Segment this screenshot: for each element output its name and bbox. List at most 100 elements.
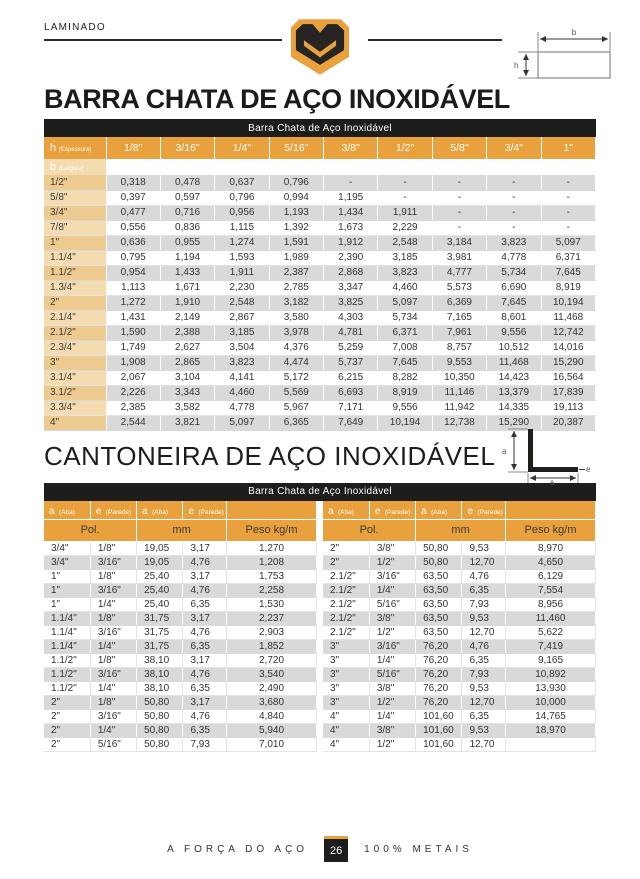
weight-cell: 2,226: [106, 385, 161, 401]
weight-cell: 4,778: [214, 400, 270, 416]
weight-cell: 0,954: [106, 265, 161, 281]
table-row: 3.3/4" 2,385 3,582 4,778 5,967 7,171 9,556 11,9…: [44, 400, 596, 416]
dimension-cell: 63,50: [415, 569, 463, 584]
angle-header-row-2: Pol. mm Peso kg/m: [323, 519, 596, 542]
weight-cell: 8,282: [377, 370, 433, 386]
weight-cell: 1,113: [106, 280, 161, 296]
b-value-cell: 3.1/4": [44, 370, 107, 386]
dimension-cell: 1.1/4": [44, 625, 91, 640]
h-espessura-header: h (Espessura): [44, 137, 107, 159]
weight-cell: 2,868: [323, 265, 379, 281]
col-header: 1/8": [106, 137, 161, 159]
angle-header-row-1: a (Aba) e (Parede) a (Aba) e (Parede): [44, 500, 317, 520]
weight-cell: 10,512: [486, 340, 542, 356]
weight-cell: 7,645: [541, 265, 596, 281]
b-value-cell: 7/8": [44, 220, 107, 236]
dimension-cell: 9,53: [461, 681, 507, 696]
b-largura-header: b (Largura): [44, 159, 107, 175]
table-row: 2" 1/8" 50,80 3,17 3,680: [44, 695, 317, 710]
flat-diagram-h-label: h: [514, 61, 518, 70]
dimension-cell: 101,60: [415, 709, 463, 724]
weight-cell: 6,365: [269, 415, 325, 431]
angle-title-block: CANTONEIRA DE AÇO INOXIDÁVEL a a e: [44, 428, 596, 485]
weight-cell: 1,194: [160, 250, 216, 266]
weight-cell: 9,553: [432, 355, 488, 371]
weight-cell: 2,149: [160, 310, 216, 326]
table-row: 1.1/4" 1/4" 31,75 6,35 1,852: [44, 639, 317, 654]
weight-cell: 0,955: [160, 235, 216, 251]
weight-cell: 0,318: [106, 175, 161, 191]
weight-cell: -: [432, 190, 488, 206]
dimension-cell: 5/16": [90, 737, 138, 752]
weight-cell: 19,113: [541, 400, 596, 416]
dimension-cell: 38,10: [136, 667, 184, 682]
angle-table: Barra Chata de Aço Inoxidável a (Aba) e …: [44, 482, 596, 752]
weight-cell: 0,956: [214, 205, 270, 221]
dimension-cell: 4": [323, 737, 370, 752]
weight-cell: 2,229: [377, 220, 433, 236]
dimension-cell: 31,75: [136, 611, 184, 626]
peso-cell: 7,419: [505, 639, 596, 654]
weight-cell: 5,259: [323, 340, 379, 356]
dimension-cell: 12,70: [461, 695, 507, 710]
weight-cell: 2,627: [160, 340, 216, 356]
dimension-cell: 1/4": [90, 723, 138, 738]
table-row: 1" 0,636 0,955 1,274 1,591 1,912 2,548 3,184 3,8…: [44, 235, 596, 251]
weight-cell: 16,564: [541, 370, 596, 386]
weight-cell: 5,097: [541, 235, 596, 251]
weight-cell: 2,067: [106, 370, 161, 386]
b-value-cell: 1.1/4": [44, 250, 107, 266]
weight-cell: 0,994: [269, 190, 325, 206]
weight-cell: 0,716: [160, 205, 216, 221]
weight-cell: 0,796: [269, 175, 325, 191]
table-row: 3" 1,908 2,865 3,823 4,474 5,737 7,645 9,553 11,…: [44, 355, 596, 371]
dimension-cell: 2.1/2": [323, 583, 370, 598]
dimension-cell: 1/2": [369, 625, 417, 640]
dimension-cell: 2.1/2": [323, 597, 370, 612]
dimension-cell: 76,20: [415, 695, 463, 710]
page-header: LAMINADO b h: [0, 0, 640, 84]
flat-bar-table-body: b (Largura) 1/2" 0,318 0,478 0,637 0,796- - - -…: [44, 159, 596, 431]
weight-cell: 0,477: [106, 205, 161, 221]
dimension-cell: 12,70: [461, 737, 507, 752]
b-value-cell: 1": [44, 235, 107, 251]
dimension-cell: 1": [44, 597, 91, 612]
peso-cell: 3,540: [226, 667, 317, 682]
dimension-cell: 1/4": [369, 583, 417, 598]
weight-cell: 6,215: [323, 370, 379, 386]
angle-table-left-body: 3/4" 1/8" 19,05 3,17 1,270 3/4" 3/16" 19,05 4,76…: [44, 541, 317, 752]
table-row: 1/2" 0,318 0,478 0,637 0,796- - - - -: [44, 175, 596, 191]
weight-cell: -: [323, 175, 379, 191]
table-row: 2" 1,272 1,910 2,548 3,182 3,825 5,097 6,369 7,6…: [44, 295, 596, 311]
weight-cell: 1,910: [160, 295, 216, 311]
dimension-cell: 50,80: [136, 723, 184, 738]
weight-cell: 3,821: [160, 415, 216, 431]
table-row: 3" 3/16" 76,20 4,76 7,419: [323, 639, 596, 654]
angle-header-row-2: Pol. mm Peso kg/m: [44, 519, 317, 542]
weight-cell: 0,637: [214, 175, 270, 191]
dimension-cell: 1/4": [90, 597, 138, 612]
dimension-cell: 4": [323, 723, 370, 738]
weight-cell: 12,742: [541, 325, 596, 341]
dimension-cell: 3/8": [369, 611, 417, 626]
weight-cell: 4,777: [432, 265, 488, 281]
dimension-cell: 3,17: [182, 569, 228, 584]
weight-cell: 0,836: [160, 220, 216, 236]
table-row: 5/8" 0,397 0,597 0,796 0,994 1,195- - - -: [44, 190, 596, 206]
table-row: 3/4" 3/16" 19,05 4,76 1,208: [44, 555, 317, 570]
weight-cell: 1,989: [269, 250, 325, 266]
dimension-cell: 3/16": [369, 569, 417, 584]
section-label: LAMINADO: [44, 22, 106, 33]
dimension-cell: 25,40: [136, 569, 184, 584]
dimension-cell: 7,93: [182, 737, 228, 752]
dimension-cell: 4,76: [182, 555, 228, 570]
header-rule-right: [368, 39, 502, 41]
weight-cell: 1,673: [323, 220, 379, 236]
weight-cell: -: [432, 175, 488, 191]
dimension-cell: 6,35: [182, 597, 228, 612]
dimension-cell: 3/16": [90, 709, 138, 724]
table-row: 3" 3/8" 76,20 9,53 13,930: [323, 681, 596, 696]
peso-cell: 6,129: [505, 569, 596, 584]
weight-cell: 11,146: [432, 385, 488, 401]
weight-cell: 1,115: [214, 220, 270, 236]
